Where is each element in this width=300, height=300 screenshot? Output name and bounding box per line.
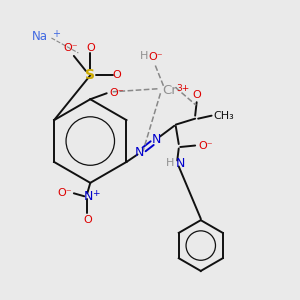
Text: S: S: [85, 68, 95, 82]
Text: O⁻: O⁻: [64, 44, 78, 53]
Text: N: N: [84, 190, 94, 203]
Text: O: O: [192, 90, 201, 100]
Text: N: N: [135, 146, 145, 160]
Text: H: H: [166, 158, 174, 168]
Text: O: O: [113, 70, 122, 80]
Text: N: N: [152, 133, 161, 146]
Text: O: O: [83, 215, 92, 225]
Text: Na: Na: [32, 30, 47, 43]
Text: O⁻: O⁻: [110, 88, 124, 98]
Text: +: +: [52, 28, 60, 38]
Text: +: +: [92, 189, 100, 198]
Text: Cr: Cr: [162, 84, 177, 97]
Text: O: O: [86, 44, 95, 53]
Text: H: H: [140, 51, 148, 61]
Text: O⁻: O⁻: [58, 188, 72, 198]
Text: N: N: [176, 157, 185, 170]
Text: O⁻: O⁻: [198, 140, 213, 151]
Text: 3+: 3+: [176, 84, 190, 93]
Text: CH₃: CH₃: [213, 111, 234, 121]
Text: O⁻: O⁻: [149, 52, 163, 62]
